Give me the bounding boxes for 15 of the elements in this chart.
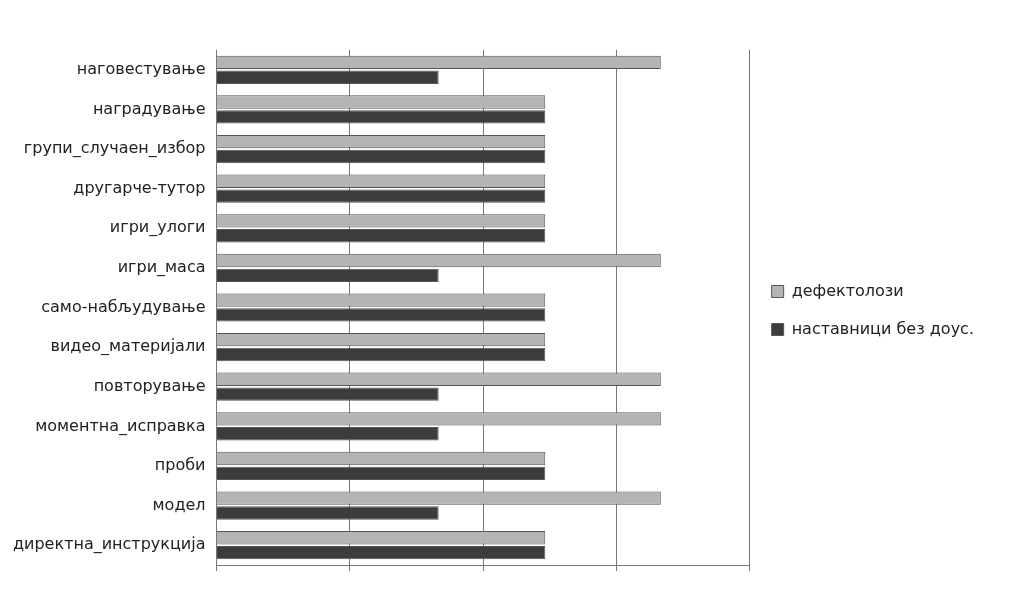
y-tick-label: наговестување	[76, 58, 206, 78]
legend-label: наставници без доус.	[791, 318, 974, 338]
y-tick-label: проби	[154, 455, 206, 475]
y-tick-label: директна_инструкција	[13, 534, 206, 555]
y-tick-label: игри_улоги	[109, 217, 206, 238]
y-tick-label: игри_маса	[117, 257, 206, 278]
y-tick-label: наградување	[92, 98, 206, 118]
y-tick-label: само-набљудување	[41, 296, 206, 316]
y-tick-label: групи_случаен_избор	[23, 138, 206, 159]
y-tick-label: моментна_исправка	[35, 415, 206, 436]
legend-label: дефектолози	[791, 280, 904, 300]
y-tick-label: видео_материјали	[50, 336, 206, 357]
y-tick-label: повторување	[93, 375, 206, 395]
y-tick-label: другарче-тутор	[73, 177, 206, 197]
y-tick-label: модел	[152, 494, 206, 514]
